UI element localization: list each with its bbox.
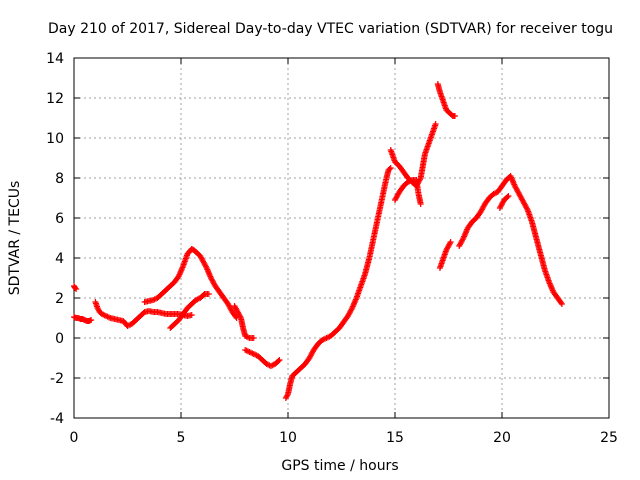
data-point xyxy=(386,166,393,172)
data-point xyxy=(202,263,209,270)
data-point xyxy=(387,165,394,171)
x-tick-label: 20 xyxy=(493,430,511,446)
series-s13 xyxy=(456,173,565,307)
y-tick-label: 10 xyxy=(46,131,64,147)
series-s11 xyxy=(434,81,458,119)
data-point xyxy=(432,121,439,127)
series-s8 xyxy=(282,165,394,401)
x-axis-label: GPS time / hours xyxy=(281,458,398,474)
series-s14 xyxy=(496,193,512,211)
y-tick-label: -4 xyxy=(50,411,64,427)
data-point xyxy=(451,113,458,119)
data-point xyxy=(558,299,565,306)
plot-frame xyxy=(73,57,610,419)
series-s5 xyxy=(167,291,212,331)
axis-ticks: 0 5 10 15 20 25 -4 -2 0 2 4 6 8 10 12 14 xyxy=(46,51,618,446)
series-s2 xyxy=(71,314,95,324)
y-tick-label: 12 xyxy=(46,91,64,107)
data-point xyxy=(459,236,466,243)
data-point xyxy=(504,194,511,200)
series-s7 xyxy=(242,347,283,369)
data-point xyxy=(73,286,80,292)
data-point xyxy=(284,392,291,399)
data-point xyxy=(275,358,282,364)
x-tick-label: 5 xyxy=(177,430,186,446)
data-point xyxy=(348,306,355,313)
data-point xyxy=(447,239,454,245)
series-s4 xyxy=(141,246,240,321)
data-point xyxy=(188,312,195,318)
data-point xyxy=(88,317,95,323)
data-point xyxy=(250,335,257,341)
chart-title: Day 210 of 2017, Sidereal Day-to-day VTE… xyxy=(48,21,613,37)
series-s12 xyxy=(436,239,454,271)
series-s10 xyxy=(392,177,424,207)
data-point xyxy=(237,313,244,320)
y-tick-label: 2 xyxy=(55,291,64,307)
x-tick-label: 10 xyxy=(279,430,297,446)
y-tick-label: 4 xyxy=(55,251,64,267)
data-point xyxy=(416,176,423,183)
y-tick-label: 0 xyxy=(55,331,64,347)
x-tick-label: 15 xyxy=(386,430,404,446)
x-tick-label: 0 xyxy=(70,430,79,446)
x-tick-label: 25 xyxy=(600,430,618,446)
y-tick-label: 14 xyxy=(46,51,64,67)
data-point xyxy=(276,357,283,363)
data-point xyxy=(205,291,212,297)
y-tick-label: -2 xyxy=(50,371,64,387)
data-point xyxy=(417,201,424,207)
gridlines xyxy=(74,58,609,418)
series-s1 xyxy=(71,283,80,292)
y-tick-label: 8 xyxy=(55,171,64,187)
series-s6 xyxy=(231,303,257,341)
data-point xyxy=(523,205,530,212)
data-point xyxy=(558,301,565,307)
y-tick-label: 6 xyxy=(55,211,64,227)
data-point xyxy=(505,193,512,199)
series-s3 xyxy=(92,299,195,329)
data-points xyxy=(71,81,565,401)
y-axis-label: SDTVAR / TECUs xyxy=(7,181,23,296)
data-point xyxy=(72,285,79,291)
data-point xyxy=(446,240,453,247)
series-s9 xyxy=(387,121,439,189)
